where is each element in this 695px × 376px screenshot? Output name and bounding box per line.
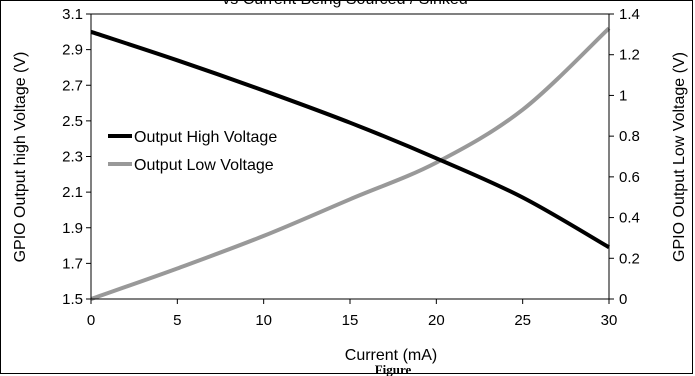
x-tick-label: 0 [87, 312, 95, 329]
y-right-tick-label: 1.4 [619, 6, 640, 23]
legend-label-low: Output Low Voltage [134, 157, 274, 174]
y-left-tick-label: 2.3 [62, 149, 83, 166]
series-line-output-high-voltage [90, 29, 610, 250]
series-group [90, 26, 611, 301]
figure-caption: Figure [375, 362, 412, 376]
plot-area [90, 13, 610, 300]
y-right-tick-label: 0 [619, 291, 627, 308]
y-right-tick-label: 0.8 [619, 128, 640, 145]
series-line-output-low-voltage [90, 26, 611, 301]
y-left-tick-label: 1.9 [62, 220, 83, 237]
x-axis-title: Current (mA) [345, 347, 437, 364]
y-right-tick-label: 0.6 [619, 169, 640, 186]
x-tick-label: 25 [514, 312, 531, 329]
y-left-tick-label: 1.5 [62, 291, 83, 308]
tick-group: 0 5 10 15 20 25 301.51.71.92.12.32.52.72.93.10… [62, 6, 640, 329]
y-left-tick-label: 2.5 [62, 113, 83, 130]
legend: Output High Voltage Output Low Voltage [108, 129, 277, 174]
y-left-tick-label: 2.7 [62, 77, 83, 94]
y-right-tick-label: 0.2 [619, 250, 640, 267]
y-left-tick-label: 3.1 [62, 6, 83, 23]
y-axis-right-title: GPIO Output Low Voltage (V) [671, 52, 688, 262]
y-left-tick-label: 2.9 [62, 42, 83, 59]
x-tick-label: 10 [255, 312, 272, 329]
x-tick-label: 30 [601, 312, 618, 329]
chart-title: vs Current Being Sourced / Sinked [222, 0, 467, 8]
y-left-tick-label: 2.1 [62, 184, 83, 201]
y-axis-left-title: GPIO Output high Voltage (V) [12, 52, 29, 263]
y-right-tick-label: 1 [619, 87, 627, 104]
legend-label-high: Output High Voltage [134, 129, 277, 146]
x-tick-label: 20 [428, 312, 445, 329]
x-tick-label: 15 [342, 312, 359, 329]
y-right-tick-label: 1.2 [619, 47, 640, 64]
x-tick-label: 5 [173, 312, 181, 329]
y-left-tick-label: 1.7 [62, 255, 83, 272]
y-right-tick-label: 0.4 [619, 210, 640, 227]
